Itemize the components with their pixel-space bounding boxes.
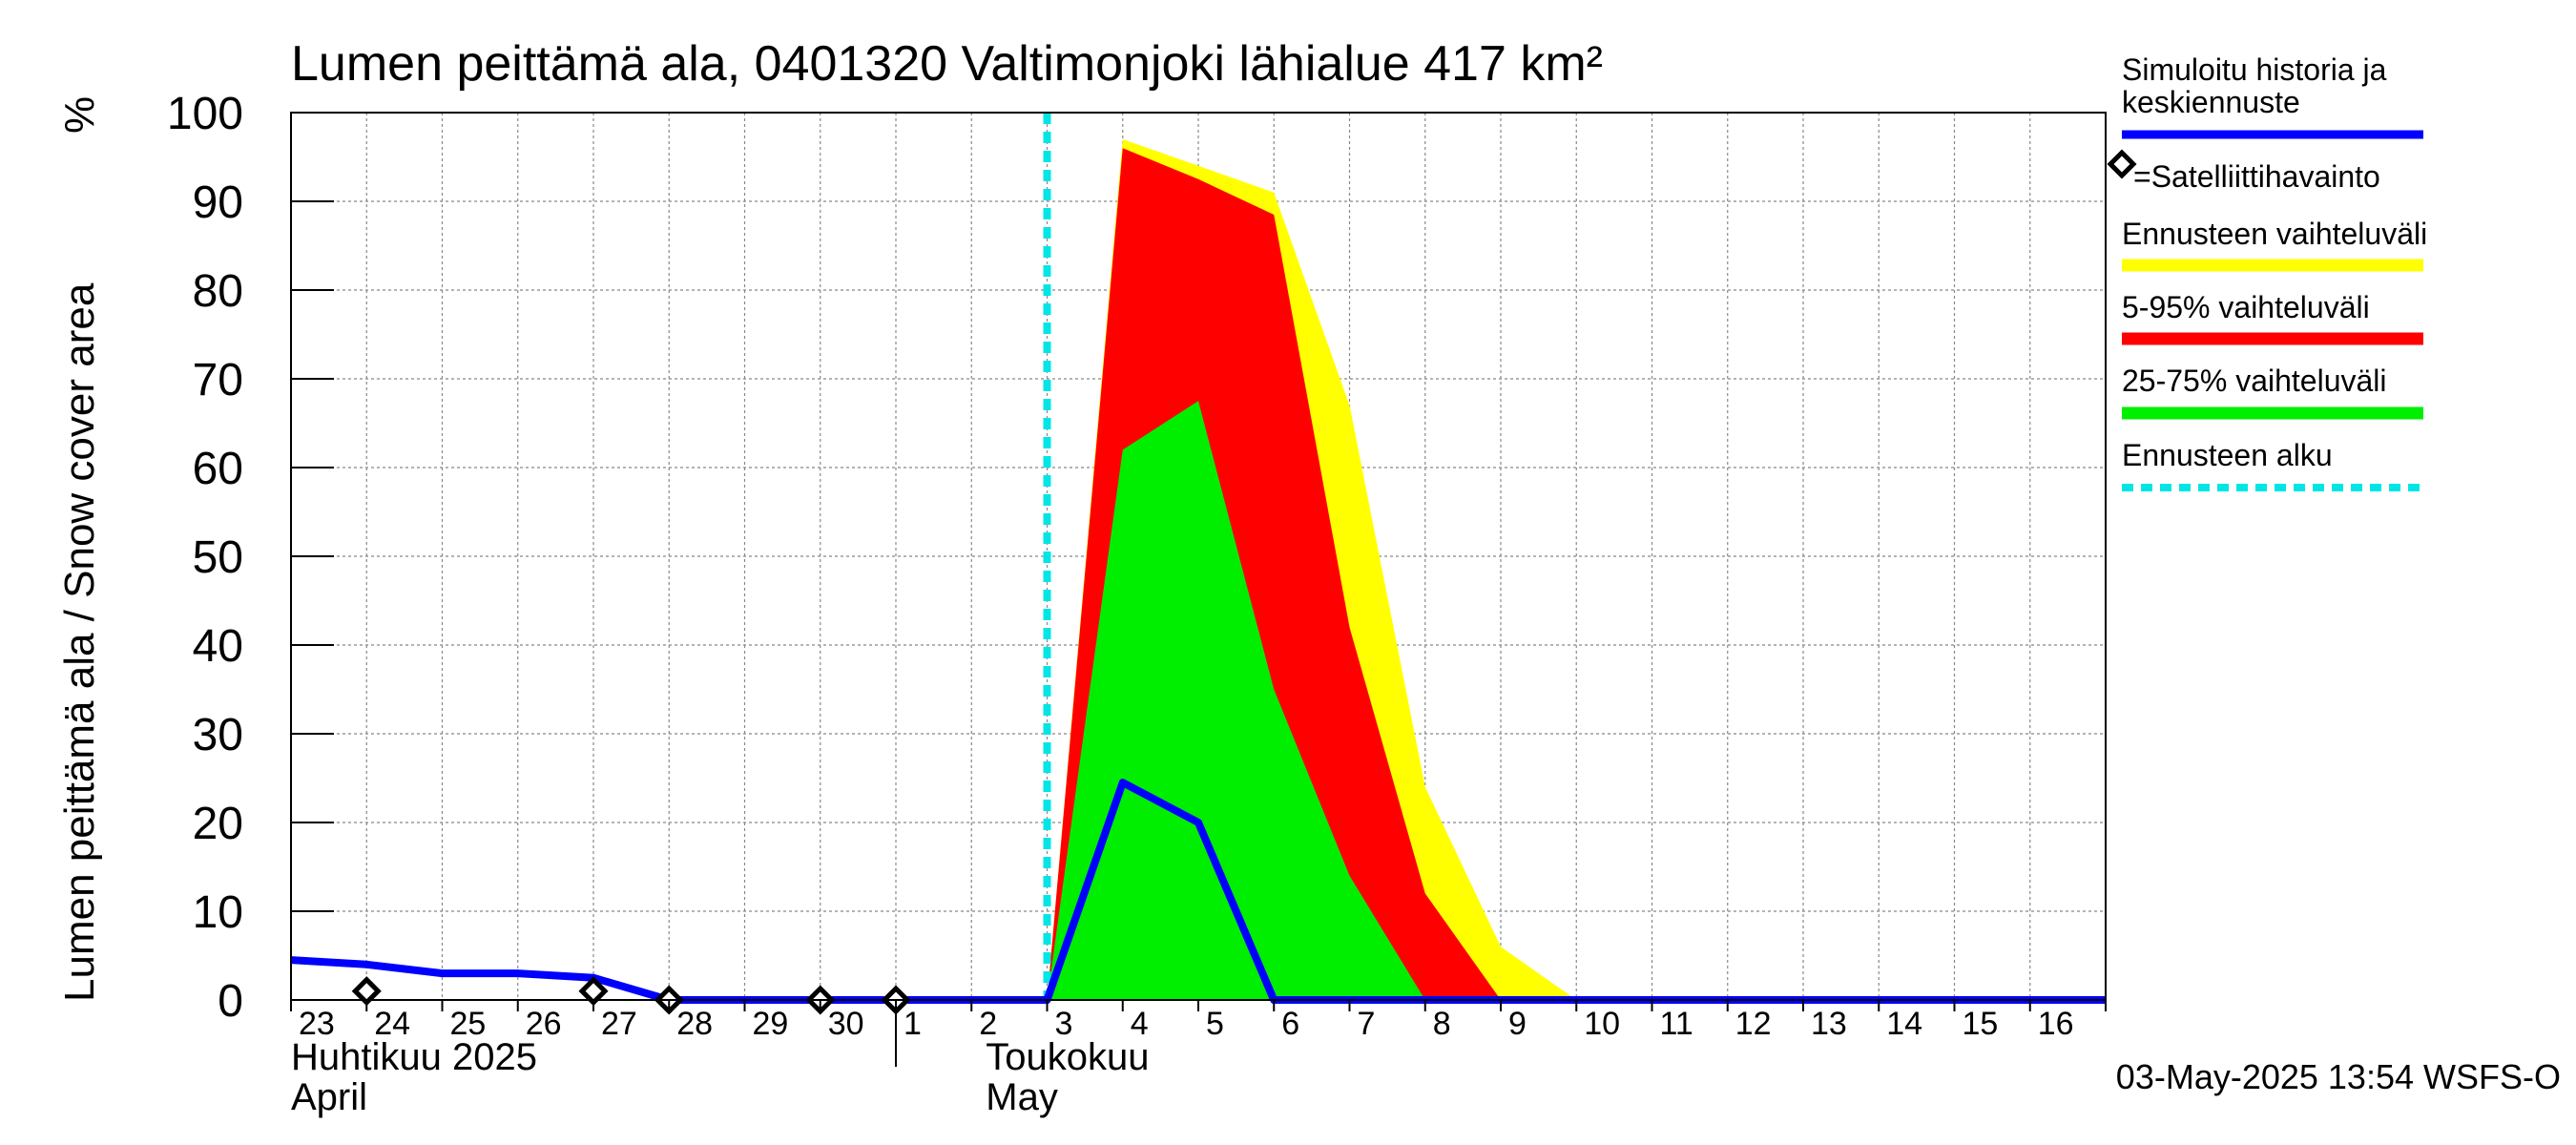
y-tick-label: 50 [193, 532, 243, 583]
y-tick-label: 80 [193, 266, 243, 317]
x-tick-label: 14 [1886, 1006, 1922, 1042]
month-label-en: April [291, 1076, 367, 1118]
y-tick-label: 90 [193, 177, 243, 228]
x-tick-label: 27 [601, 1006, 637, 1042]
y-tick-label: 10 [193, 887, 243, 938]
x-tick-label: 5 [1206, 1006, 1224, 1042]
band-25-75-vaihteluv-li [1047, 401, 1501, 1000]
chart-title: Lumen peittämä ala, 0401320 Valtimonjoki… [291, 36, 1603, 92]
x-tick-label: 13 [1811, 1006, 1847, 1042]
x-tick-label: 11 [1660, 1006, 1693, 1042]
x-tick-label: 25 [450, 1006, 487, 1042]
footer-timestamp: 03-May-2025 13:54 WSFS-O [2116, 1057, 2561, 1096]
month-label-en: May [986, 1076, 1058, 1118]
y-tick-label: 100 [167, 89, 243, 139]
legend-label-range: Ennusteen vaihteluväli [2122, 217, 2427, 251]
legend-label-median: keskiennuste [2122, 85, 2300, 119]
x-tick-label: 24 [374, 1006, 410, 1042]
x-tick-label: 15 [1963, 1006, 1999, 1042]
y-tick-label: 40 [193, 621, 243, 672]
x-tick-label: 6 [1281, 1006, 1299, 1042]
x-tick-label: 4 [1131, 1006, 1149, 1042]
x-tick-label: 16 [2038, 1006, 2074, 1042]
legend-label-range-5-95: 5-95% vaihteluväli [2122, 290, 2370, 324]
y-tick-label: 70 [193, 355, 243, 406]
x-tick-label: 8 [1433, 1006, 1451, 1042]
x-tick-label: 28 [676, 1006, 713, 1042]
y-tick-label: 30 [193, 710, 243, 760]
y-tick-label: 0 [218, 976, 243, 1027]
x-tick-label: 1 [904, 1006, 922, 1042]
x-tick-label: 10 [1584, 1006, 1620, 1042]
month-label-fi: Huhtikuu 2025 [291, 1036, 537, 1078]
y-tick-label: 60 [193, 444, 243, 494]
y-axis-label: Lumen peittämä ala / Snow cover area [56, 282, 103, 1002]
y-tick-label: 20 [193, 799, 243, 849]
x-tick-label: 9 [1508, 1006, 1527, 1042]
legend-label-median: Simuloitu historia ja [2122, 52, 2387, 87]
forecast-bands [1047, 138, 2106, 1000]
x-tick-label: 30 [828, 1006, 864, 1042]
x-tick-label: 26 [526, 1006, 562, 1042]
x-tick-label: 3 [1055, 1006, 1073, 1042]
x-tick-label: 23 [299, 1006, 335, 1042]
x-axis-ticks: 23 24 25 26 27 28 29 30 1 2 3 4 5 6 7 8 9 10 11 12 13 14 15 16 [290, 1000, 2107, 1067]
x-tick-label: 12 [1735, 1006, 1772, 1042]
legend-label-satellite: =Satelliittihavainto [2133, 159, 2380, 194]
legend-swatch-satellite [2107, 149, 2137, 179]
y-axis-ticks: 0 10 20 30 40 50 60 70 80 90 100 [167, 89, 334, 1027]
legend-label-forecast-start: Ennusteen alku [2122, 438, 2333, 472]
legend-label-range-25-75: 25-75% vaihteluväli [2122, 364, 2387, 398]
month-label-fi: Toukokuu [986, 1036, 1149, 1078]
x-tick-label: 29 [753, 1006, 789, 1042]
x-tick-label: 7 [1358, 1006, 1376, 1042]
y-axis-unit: % [56, 96, 103, 134]
x-tick-label: 2 [979, 1006, 997, 1042]
